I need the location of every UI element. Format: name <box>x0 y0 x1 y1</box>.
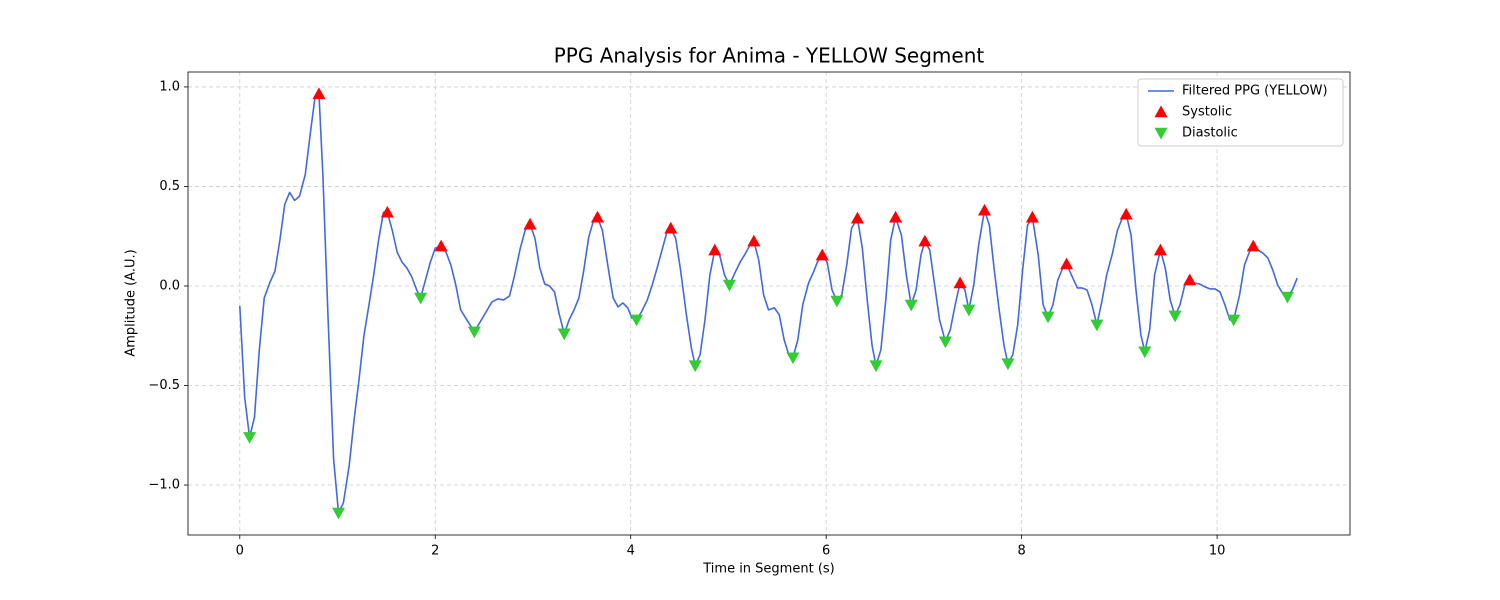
systolic-marker <box>747 234 761 247</box>
x-tick-label: 4 <box>627 544 635 559</box>
systolic-marker <box>1183 273 1197 286</box>
systolic-marker <box>1060 257 1074 270</box>
systolic-marker <box>889 210 903 223</box>
y-tick-label: 1.0 <box>159 79 180 94</box>
diastolic-marker <box>962 304 976 317</box>
legend-label: Filtered PPG (YELLOW) <box>1182 84 1328 99</box>
diastolic-marker <box>332 507 346 520</box>
diastolic-marker <box>722 279 736 292</box>
systolic-marker <box>380 205 394 218</box>
systolic-marker <box>1153 243 1167 256</box>
diastolic-marker <box>243 432 257 444</box>
systolic-marker <box>312 87 326 100</box>
x-tick-label: 8 <box>1017 544 1025 559</box>
systolic-marker <box>977 203 991 216</box>
y-tick-label: −0.5 <box>148 378 180 393</box>
x-tick-label: 0 <box>236 544 244 559</box>
systolic-marker <box>434 239 448 252</box>
diastolic-marker <box>688 360 702 373</box>
x-axis-label: Time in Segment (s) <box>702 562 834 577</box>
ppg-line <box>238 93 1298 514</box>
legend-label: Systolic <box>1182 105 1232 120</box>
diastolic-marker <box>1001 358 1015 371</box>
diastolic-marker <box>786 352 800 365</box>
x-tick-label: 2 <box>431 544 439 559</box>
systolic-marker <box>953 276 967 289</box>
diastolic-marker <box>1090 319 1104 332</box>
diastolic-marker <box>1168 310 1182 323</box>
diastolic-marker <box>1280 291 1294 304</box>
diastolic-marker <box>904 299 918 312</box>
legend: Filtered PPG (YELLOW) Systolic Diastolic <box>1137 78 1344 147</box>
chart-title: PPG Analysis for Anima - YELLOW Segment <box>554 44 985 68</box>
systolic-marker <box>850 211 864 224</box>
systolic-marker <box>708 243 722 256</box>
systolic-marker <box>523 217 537 230</box>
systolic-marker <box>1119 207 1133 220</box>
diastolic-marker <box>467 326 481 339</box>
systolic-marker <box>590 210 604 223</box>
diastolic-marker <box>869 360 883 373</box>
y-tick-label: −1.0 <box>148 478 180 493</box>
legend-marker <box>1154 127 1168 140</box>
systolic-marker <box>1025 210 1039 223</box>
diastolic-marker <box>830 295 844 308</box>
systolic-marker <box>664 221 678 234</box>
legend-label: Diastolic <box>1182 126 1238 141</box>
y-axis-label: Amplitude (A.U.) <box>124 249 139 356</box>
x-tick-label: 6 <box>822 544 830 559</box>
y-tick-label: 0.5 <box>159 179 180 194</box>
systolic-marker <box>1246 239 1260 252</box>
y-tick-label: 0.0 <box>159 278 180 293</box>
diastolic-marker <box>557 328 571 341</box>
diastolic-marker <box>414 292 428 305</box>
legend-box <box>1137 78 1344 147</box>
plot-frame <box>187 71 1351 536</box>
diastolic-marker <box>630 314 644 327</box>
x-tick-label: 10 <box>1209 544 1226 559</box>
diastolic-marker <box>1041 311 1055 324</box>
diastolic-marker <box>1138 346 1152 359</box>
legend-marker <box>1154 105 1168 118</box>
diastolic-marker <box>938 336 952 349</box>
diastolic-marker <box>1227 314 1241 327</box>
systolic-marker <box>918 234 932 247</box>
systolic-marker <box>815 248 829 261</box>
